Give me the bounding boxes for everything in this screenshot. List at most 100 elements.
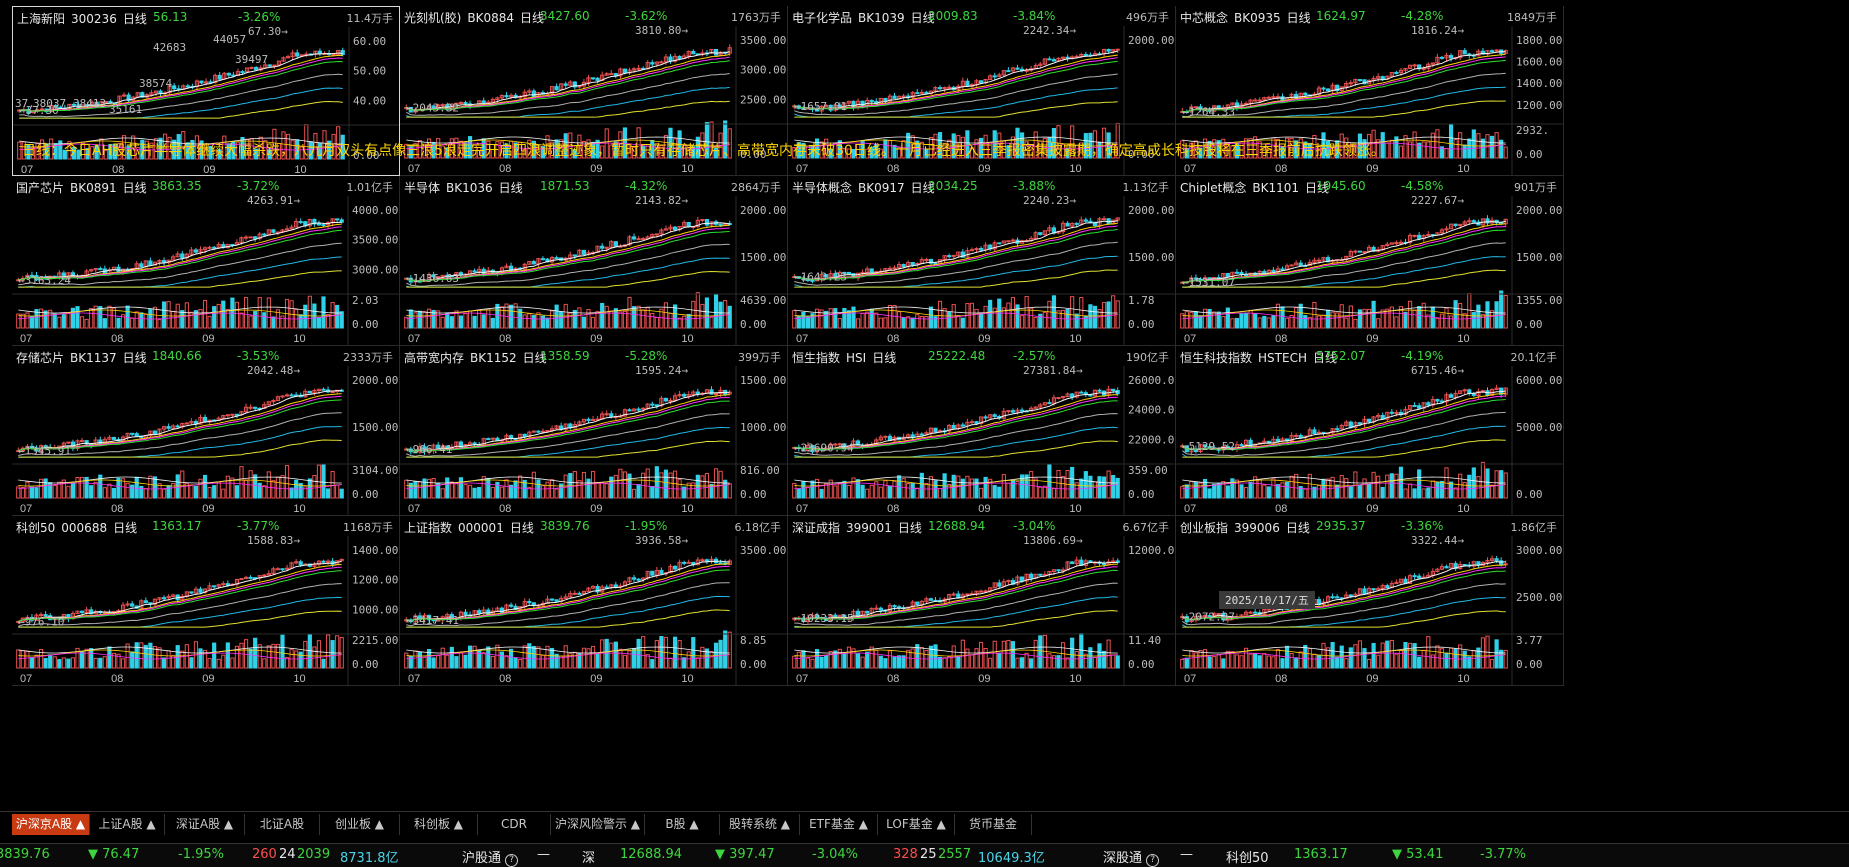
candle <box>1407 64 1413 69</box>
chart-panel-BK1036[interactable]: 半导体 BK1036 日线 1871.53 -4.32% 2864万手 2143.82→ ←1… <box>400 176 788 346</box>
pattern-annotation: 38574 <box>139 77 172 90</box>
volume-bar <box>221 300 226 329</box>
volume-bar <box>965 648 970 669</box>
market-tab-9[interactable]: 股转系统 ▲ <box>720 814 800 835</box>
volume-bar <box>796 651 801 669</box>
volume-bar <box>609 310 614 329</box>
candle <box>700 559 705 562</box>
volume-bar <box>1106 639 1111 669</box>
market-tab-12[interactable]: 货币基金 <box>955 814 1032 835</box>
candle <box>604 73 609 76</box>
volume-bar <box>25 481 30 499</box>
candle <box>1006 240 1011 243</box>
volume-bar <box>865 148 870 159</box>
candle <box>1294 434 1299 437</box>
chart-panel-BK0917[interactable]: 半导体概念 BK0917 日线 2034.25 -3.88% 1.13亿手 2240.23→… <box>788 176 1176 346</box>
volume-bar <box>298 651 303 669</box>
volume-bar <box>1394 473 1399 499</box>
volume-bar <box>855 653 861 669</box>
volume-bar <box>1298 486 1303 499</box>
candle <box>231 74 236 77</box>
period-low-label: ←23690.94 <box>794 441 854 454</box>
candle <box>216 584 221 587</box>
chart-panel-BK0884[interactable]: 光刻机(胶) BK0884 日线 3427.60 -3.62% 1763万手 3810.80… <box>400 6 788 176</box>
volume-bar <box>869 484 874 499</box>
market-tab-6[interactable]: CDR <box>478 814 551 835</box>
candle <box>180 595 185 601</box>
chart-panel-BK0935[interactable]: 中芯概念 BK0935 日线 1624.97 -4.28% 1849万手 1816.24→ ←… <box>1176 6 1564 176</box>
month-tick: 07 <box>1184 163 1196 175</box>
market-tab-8[interactable]: B股 ▲ <box>645 814 720 835</box>
chart-panel-000001[interactable]: 上证指数 000001 日线 3839.76 -1.95% 6.18亿手 3936.58→ ←… <box>400 516 788 686</box>
market-tab-3[interactable]: 北证A股 <box>245 814 320 835</box>
market-tab-1[interactable]: 上证A股 ▲ <box>90 814 165 835</box>
volume-bar <box>1202 478 1208 499</box>
ma-250-line <box>794 101 1118 118</box>
market-tab-2[interactable]: 深证A股 ▲ <box>165 814 245 835</box>
candle <box>103 101 108 104</box>
volume-bar <box>139 312 144 329</box>
chart-panel-HSTECH[interactable]: 恒生科技指数 HSTECH 日线 5752.07 -4.19% 20.1亿手 6715.46… <box>1176 346 1564 516</box>
volume-bar <box>275 476 281 499</box>
candle <box>1398 578 1404 583</box>
candle <box>1453 223 1458 227</box>
volume-bar <box>116 317 121 329</box>
chart-panel-399006[interactable]: 创业板指 399006 日线 2935.37 -3.36% 1.86亿手 3322.44→ ←… <box>1176 516 1564 686</box>
volume-bar <box>467 645 473 669</box>
market-tab-7[interactable]: 沪深风险警示 ▲ <box>551 814 645 835</box>
volume-bar <box>1439 480 1445 499</box>
volume-bar <box>404 316 409 329</box>
last-price: 3839.76 <box>540 519 590 533</box>
chart-panel-000688[interactable]: 科创50 000688 日线 1363.17 -3.77% 1168万手 1588.83→ ←… <box>12 516 400 686</box>
volume-bar <box>828 651 833 669</box>
chart-panel-399001[interactable]: 深证成指 399001 日线 12688.94 -3.04% 6.67亿手 13806.69… <box>788 516 1176 686</box>
market-tab-4[interactable]: 创业板 ▲ <box>320 814 400 835</box>
sgt-label[interactable]: 深股通 ? <box>1103 847 1160 867</box>
volume-bar <box>436 310 441 329</box>
volume-ma-line <box>1182 649 1506 657</box>
month-tick: 10 <box>1069 163 1081 175</box>
volume-bar <box>883 658 888 669</box>
chart-panel-HSI[interactable]: 恒生指数 HSI 日线 25222.48 -2.57% 190亿手 27381.84→ ←23… <box>788 346 1176 516</box>
pattern-annotation: 38037 <box>33 97 66 110</box>
volume-bar <box>1006 145 1011 159</box>
hgt-label[interactable]: 沪股通 ? <box>462 847 519 867</box>
chart-panel-300236[interactable]: 上海新阳 300236 日线 56.13 -3.26% 11.4万手 67.30→ ←37.3… <box>12 6 400 176</box>
volume-bar <box>1303 488 1308 499</box>
candle <box>663 56 669 63</box>
market-tab-5[interactable]: 科创板 ▲ <box>400 814 478 835</box>
volume-ma-line <box>1182 142 1506 150</box>
volume-bar <box>107 305 112 329</box>
volume-bar <box>499 651 505 669</box>
ma-20-line <box>794 566 1118 620</box>
month-tick: 08 <box>1275 333 1287 345</box>
chart-panel-BK1039[interactable]: 电子化学品 BK1039 日线 2009.83 -3.84% 496万手 2242.34→ ←… <box>788 6 1176 176</box>
volume-bar <box>604 638 609 669</box>
panel-title: 电子化学品 BK1039 日线 <box>792 9 935 25</box>
market-tab-10[interactable]: ETF基金 ▲ <box>800 814 878 835</box>
volume-bar <box>1380 132 1385 159</box>
candle <box>1458 223 1463 227</box>
volume-bar <box>824 483 829 499</box>
market-tab-11[interactable]: LOF基金 ▲ <box>878 814 955 835</box>
volume-bar <box>221 654 226 669</box>
candle <box>631 68 637 71</box>
help-icon[interactable]: ? <box>1146 854 1160 867</box>
volume-bar <box>577 134 582 159</box>
volume-bar <box>1389 473 1394 499</box>
help-icon[interactable]: ? <box>505 854 519 867</box>
candle <box>1444 55 1449 59</box>
volume-bar <box>1312 134 1317 159</box>
market-tab-0[interactable]: 沪深京A股 ▲ <box>12 814 90 835</box>
candle <box>631 408 637 412</box>
chart-panel-BK0891[interactable]: 国产芯片 BK0891 日线 3863.35 -3.72% 1.01亿手 4263.91→ ←… <box>12 176 400 346</box>
volume-bar <box>499 486 505 499</box>
chart-panel-BK1101[interactable]: Chiplet概念 BK1101 日线 1945.60 -4.58% 901万手 2227.… <box>1176 176 1564 346</box>
volume-bar <box>213 149 218 160</box>
volume-bar <box>440 488 445 499</box>
chart-panel-BK1152[interactable]: 高带宽内存 BK1152 日线 1358.59 -5.28% 399万手 1595.24→ ←… <box>400 346 788 516</box>
period-high-label: 1816.24→ <box>1411 24 1464 37</box>
volume-bar <box>1316 145 1322 159</box>
chart-panel-BK1137[interactable]: 存储芯片 BK1137 日线 1840.66 -3.53% 2333万手 2042.48→ ←… <box>12 346 400 516</box>
volume-bar <box>102 656 107 669</box>
